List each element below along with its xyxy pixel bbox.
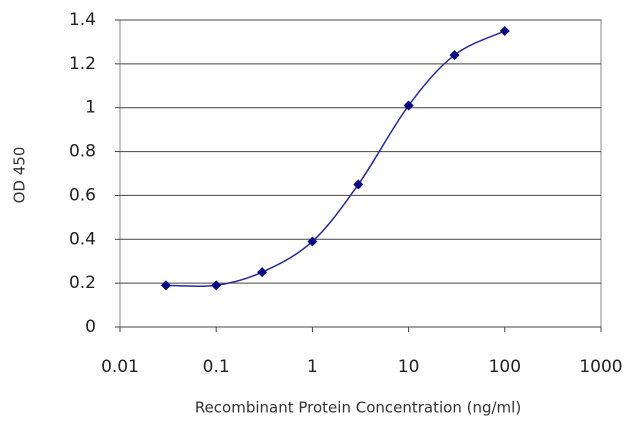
x-tick-label: 1 <box>307 357 318 377</box>
marker <box>160 280 171 291</box>
y-tick-label: 0.4 <box>69 229 96 249</box>
y-tick-label: 0 <box>85 317 96 337</box>
plot-area <box>119 19 602 328</box>
y-tick-label: 1.4 <box>69 10 96 30</box>
marker <box>449 50 460 61</box>
x-tick-label: 10 <box>398 357 420 377</box>
x-tick-label: 0.01 <box>101 357 139 377</box>
y-tick-label: 1.2 <box>69 54 96 74</box>
x-tick-label: 0.1 <box>203 357 230 377</box>
marker <box>353 179 364 190</box>
marker <box>403 100 414 111</box>
y-tick-label: 0.8 <box>69 142 96 162</box>
y-tick-label: 0.6 <box>69 185 96 205</box>
y-tick-label: 0.2 <box>69 273 96 293</box>
y-tick-label: 1 <box>85 98 96 118</box>
x-tick-label: 100 <box>489 357 521 377</box>
marker <box>211 280 222 291</box>
marker <box>257 267 268 278</box>
marker <box>499 25 510 36</box>
series-line <box>165 30 506 288</box>
x-tick-label: 1000 <box>579 357 622 377</box>
x-axis-title: Recombinant Protein Concentration (ng/ml… <box>195 399 521 417</box>
marker <box>307 236 318 247</box>
y-axis-title: OD 450 <box>11 147 29 204</box>
